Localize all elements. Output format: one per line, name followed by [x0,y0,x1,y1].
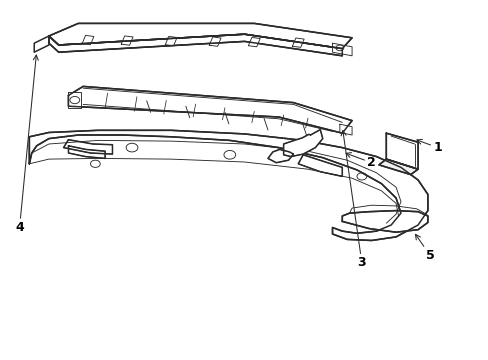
Polygon shape [82,35,94,45]
Text: 1: 1 [416,139,441,154]
Polygon shape [49,23,351,49]
Polygon shape [339,124,351,135]
Polygon shape [68,92,81,108]
Polygon shape [165,36,177,46]
Text: 5: 5 [415,234,434,262]
Polygon shape [68,146,105,158]
Polygon shape [332,43,351,56]
Polygon shape [267,149,293,163]
Polygon shape [34,36,49,52]
Polygon shape [49,34,342,56]
Polygon shape [342,211,427,232]
Polygon shape [378,159,417,175]
Polygon shape [283,130,322,157]
Polygon shape [121,36,133,45]
Text: 3: 3 [341,131,366,269]
Polygon shape [209,37,221,46]
Polygon shape [292,38,304,48]
Text: 2: 2 [346,153,375,169]
Text: 4: 4 [15,55,38,234]
Polygon shape [248,37,260,47]
Polygon shape [29,130,427,240]
Polygon shape [386,133,417,169]
Polygon shape [63,140,112,154]
Polygon shape [68,86,351,133]
Polygon shape [298,155,342,176]
